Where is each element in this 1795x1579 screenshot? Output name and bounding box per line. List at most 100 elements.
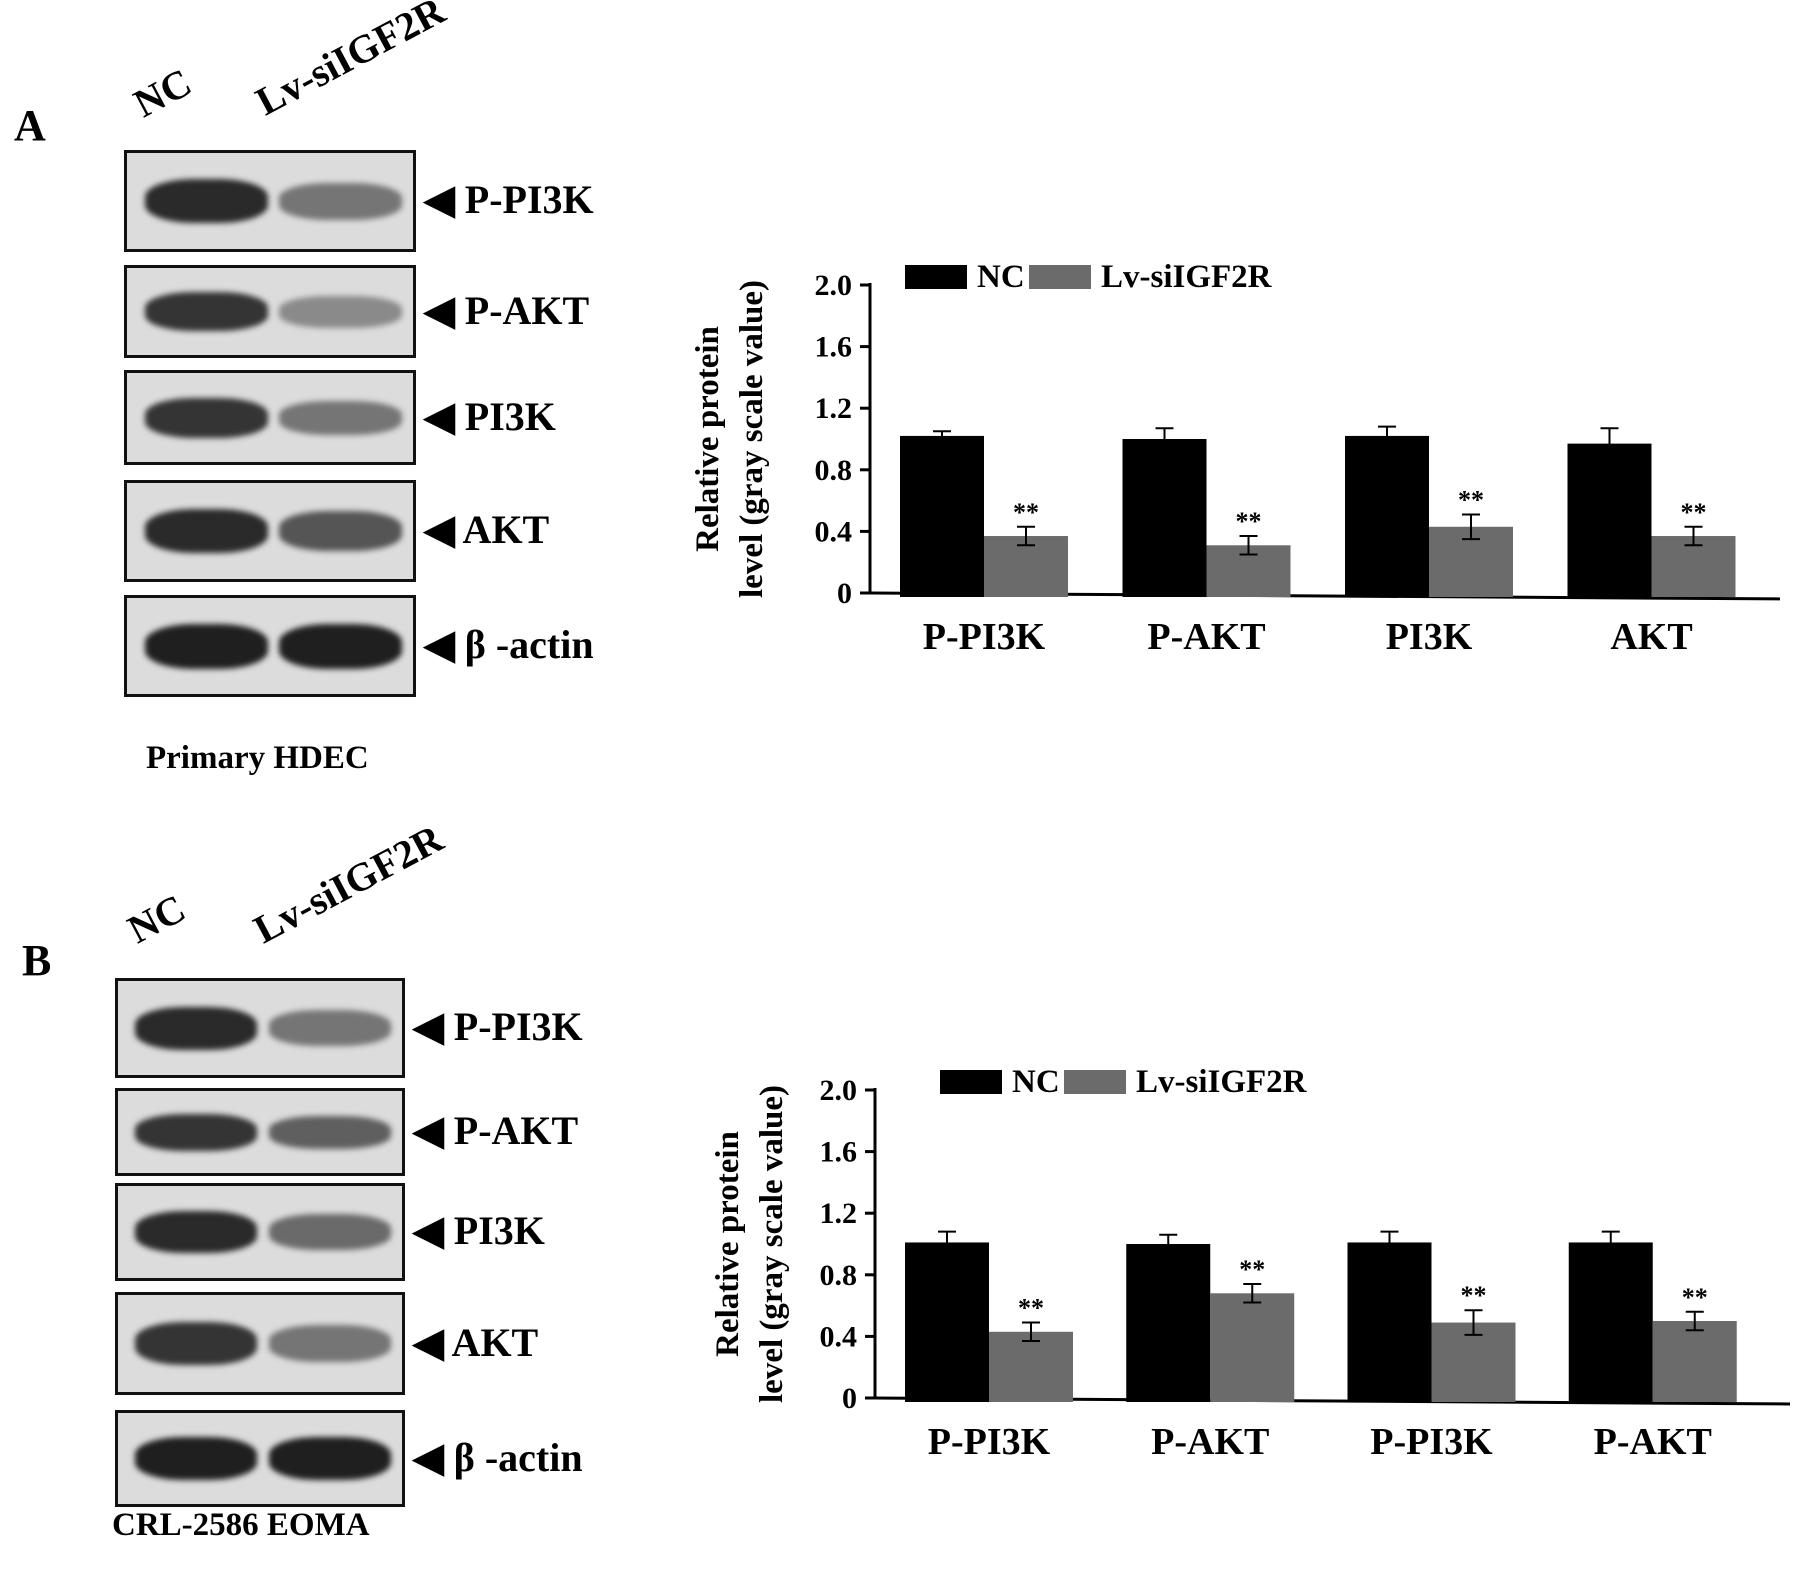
blot-band bbox=[279, 401, 402, 435]
blot-strip bbox=[124, 370, 416, 465]
bar-nc bbox=[1347, 1242, 1432, 1402]
blot-label: ◀ AKT bbox=[424, 507, 550, 552]
blot-strip bbox=[124, 480, 416, 582]
blot-band bbox=[279, 183, 402, 220]
blot-strip bbox=[115, 1183, 405, 1281]
blot-strip bbox=[124, 265, 416, 358]
legend-label: Lv-siIGF2R bbox=[1101, 259, 1273, 295]
blot-band bbox=[279, 511, 402, 551]
blot-band bbox=[145, 292, 268, 331]
bar-chart-b: 2.0 1.6 1.2 0.8 0.4 0 Relative protein level (g… bbox=[710, 1064, 1791, 1463]
blot-band bbox=[269, 1437, 391, 1480]
significance-label: ** bbox=[1458, 485, 1484, 514]
bar-chart-a: 2.0 1.6 1.2 0.8 0.4 0 Relative protein level (g… bbox=[690, 259, 1780, 658]
blot-label: ◀ P-AKT bbox=[413, 1108, 579, 1153]
blot-strip bbox=[124, 595, 416, 697]
bar-nc bbox=[900, 435, 984, 597]
lane-label-si: Lv-siIGF2R bbox=[248, 0, 453, 125]
significance-label: ** bbox=[1239, 1255, 1265, 1284]
y-tick-label: 0 bbox=[842, 1382, 857, 1415]
y-tick-label: 0.4 bbox=[815, 515, 853, 548]
y-tick-label: 1.2 bbox=[815, 392, 853, 425]
y-tick-label: 1.6 bbox=[815, 331, 853, 364]
x-tick-label: PI3K bbox=[1386, 616, 1473, 658]
bar-nc bbox=[1567, 443, 1652, 597]
y-tick-label: 2.0 bbox=[820, 1074, 858, 1107]
blot-strip bbox=[124, 150, 416, 252]
legend-swatch bbox=[905, 265, 967, 289]
blot-label: ◀ β -actin bbox=[413, 1434, 583, 1480]
caption-b: CRL-2586 EOMA bbox=[112, 1507, 370, 1543]
caption-a: Primary HDEC bbox=[146, 740, 369, 776]
lane-label-nc-b: NC bbox=[120, 885, 193, 953]
y-tick-label: 2.0 bbox=[815, 269, 853, 302]
y-tick-label: 0.8 bbox=[820, 1259, 858, 1292]
x-tick-label: AKT bbox=[1610, 616, 1692, 658]
blot-band bbox=[135, 1322, 257, 1365]
legend-swatch bbox=[940, 1070, 1002, 1094]
blot-band bbox=[145, 179, 268, 223]
blot-band bbox=[145, 624, 268, 669]
x-tick-label: P-AKT bbox=[1151, 1421, 1269, 1463]
legend-swatch bbox=[1029, 265, 1091, 289]
blot-label: ◀ β -actin bbox=[424, 622, 594, 667]
blot-strip bbox=[115, 1410, 405, 1507]
significance-label: ** bbox=[1013, 498, 1039, 527]
y-tick-label: 0.4 bbox=[820, 1320, 858, 1353]
blot-band bbox=[269, 1325, 391, 1362]
blot-band bbox=[279, 296, 402, 328]
y-tick-label: 1.6 bbox=[820, 1136, 858, 1169]
blot-label: ◀ P-AKT bbox=[424, 287, 590, 333]
bar-nc bbox=[905, 1242, 989, 1402]
panel-letter-a: A bbox=[14, 101, 46, 150]
bar-lv-siigf2r bbox=[1210, 1293, 1295, 1402]
blot-strip bbox=[115, 978, 405, 1078]
blot-band bbox=[135, 1007, 257, 1050]
legend-label: NC bbox=[1012, 1064, 1060, 1100]
bar-nc bbox=[1345, 435, 1429, 597]
lane-label-nc: NC bbox=[126, 59, 199, 127]
blot-band bbox=[145, 398, 268, 438]
blot-label: ◀ PI3K bbox=[424, 393, 556, 439]
blot-band bbox=[135, 1114, 257, 1151]
x-tick-label: P-AKT bbox=[1594, 1421, 1712, 1463]
bar-nc bbox=[1126, 1244, 1211, 1402]
y-axis-label: level (gray scale value) bbox=[754, 1085, 790, 1403]
significance-label: ** bbox=[1236, 507, 1262, 536]
significance-label: ** bbox=[1461, 1281, 1487, 1310]
lane-label-si-b: Lv-siIGF2R bbox=[246, 815, 451, 953]
blot-band bbox=[135, 1211, 257, 1253]
x-tick-label: P-AKT bbox=[1147, 616, 1265, 658]
bar-lv-siigf2r bbox=[1652, 1321, 1737, 1402]
panel-letter-b: B bbox=[22, 936, 52, 985]
blot-label: ◀ P-PI3K bbox=[424, 177, 594, 222]
legend-label: NC bbox=[977, 259, 1025, 295]
y-tick-label: 0 bbox=[837, 577, 852, 610]
y-axis-label: Relative protein bbox=[690, 326, 726, 552]
bar-lv-siigf2r bbox=[989, 1331, 1073, 1402]
legend-label: Lv-siIGF2R bbox=[1136, 1064, 1308, 1100]
bar-nc bbox=[1122, 439, 1207, 597]
significance-label: ** bbox=[1682, 1283, 1708, 1312]
y-axis-label: level (gray scale value) bbox=[734, 280, 770, 598]
blot-band bbox=[269, 1214, 391, 1250]
blot-label: ◀ P-PI3K bbox=[413, 1004, 583, 1049]
legend-swatch bbox=[1064, 1070, 1126, 1094]
y-axis-label: Relative protein bbox=[710, 1131, 746, 1357]
blot-label: ◀ AKT bbox=[413, 1319, 539, 1365]
blot-band bbox=[279, 624, 402, 669]
y-tick-label: 0.8 bbox=[815, 454, 853, 487]
x-tick-label: P-PI3K bbox=[923, 616, 1046, 658]
x-tick-label: P-PI3K bbox=[1370, 1421, 1493, 1463]
blot-strip bbox=[115, 1292, 405, 1395]
y-tick-label: 1.2 bbox=[820, 1197, 858, 1230]
significance-label: ** bbox=[1681, 498, 1707, 527]
blot-band bbox=[145, 509, 268, 553]
blot-band bbox=[135, 1437, 257, 1480]
blot-band bbox=[269, 1010, 391, 1046]
bar-nc bbox=[1568, 1242, 1653, 1402]
x-tick-label: P-PI3K bbox=[928, 1421, 1051, 1463]
blot-label: ◀ PI3K bbox=[413, 1208, 545, 1253]
blot-strip bbox=[115, 1088, 405, 1176]
blot-band bbox=[269, 1116, 391, 1149]
